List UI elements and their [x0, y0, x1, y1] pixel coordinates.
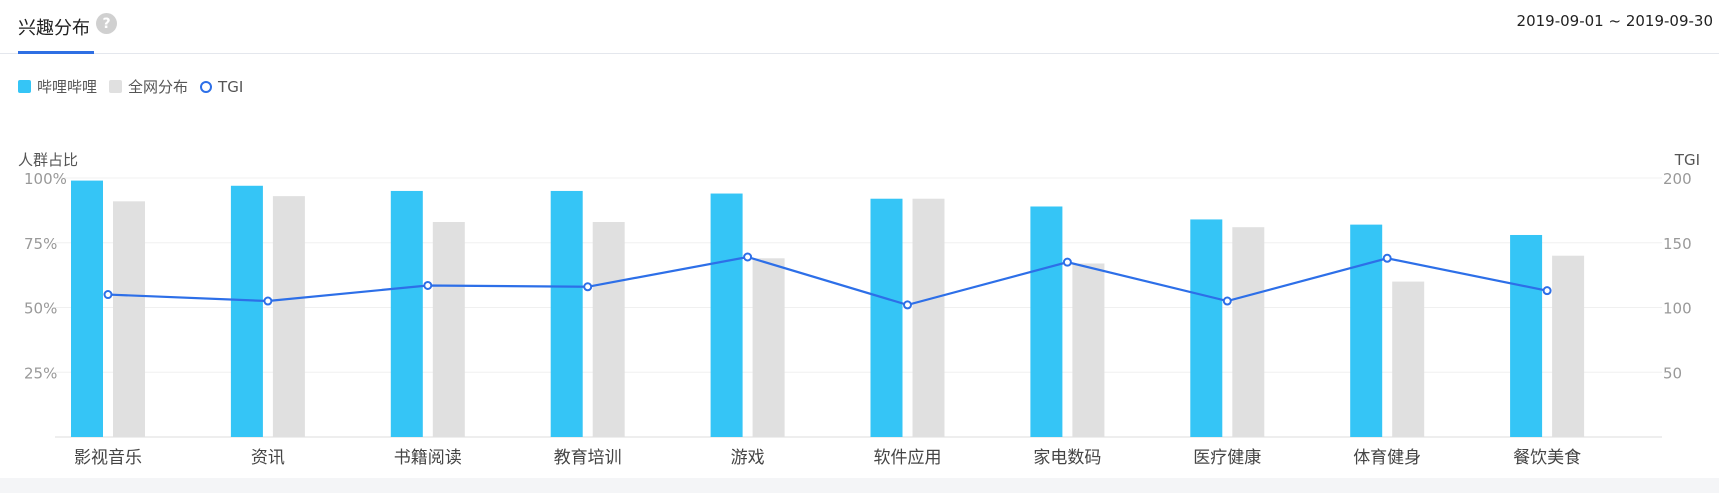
y-tick-right: 150: [1663, 235, 1692, 253]
bar-bilibili-2: [390, 190, 423, 437]
bar-bilibili-8: [1350, 224, 1383, 437]
legend-item-bilibili[interactable]: 哔哩哔哩: [18, 76, 97, 97]
tgi-point-3: [583, 282, 593, 292]
tgi-point-0: [103, 290, 113, 300]
tab-interest-distribution[interactable]: 兴趣分布 ?: [18, 0, 117, 53]
bar-all-5: [912, 198, 945, 437]
x-tick-label-2: 书籍阅读: [394, 448, 462, 468]
bar-all-0: [113, 201, 145, 437]
tgi-point-8: [1382, 253, 1392, 263]
bar-all-8: [1392, 281, 1425, 437]
legend-swatch-all: [109, 80, 123, 93]
tgi-point-7: [1222, 296, 1232, 306]
tgi-point-2: [423, 280, 433, 290]
question-mark-icon[interactable]: ?: [96, 13, 117, 34]
x-tick-label-6: 家电数码: [1033, 448, 1101, 468]
bar-all-1: [272, 196, 305, 437]
bar-bilibili-4: [710, 193, 743, 437]
legend-item-all[interactable]: 全网分布: [109, 76, 188, 97]
bar-bilibili-1: [230, 185, 263, 437]
chart-header: 兴趣分布 ? 2019-09-01 ~ 2019-09-30: [0, 0, 1719, 54]
y-tick-left: 100%: [24, 170, 67, 188]
bar-bilibili-3: [550, 190, 583, 437]
y-tick-right: 50: [1663, 364, 1682, 382]
tgi-line: [107, 255, 1548, 307]
legend-item-tgi[interactable]: TGI: [200, 78, 243, 96]
x-tick-label-3: 教育培训: [554, 448, 622, 468]
active-tab-underline: [18, 51, 94, 54]
tgi-point-9: [1542, 286, 1552, 296]
x-tick-label-7: 医疗健康: [1193, 448, 1261, 468]
legend-label-bilibili: 哔哩哔哩: [37, 78, 98, 96]
legend-label-all: 全网分布: [128, 78, 189, 96]
legend-swatch-bilibili: [18, 80, 31, 93]
bar-all-7: [1232, 227, 1265, 437]
footer-band: [0, 478, 1719, 493]
x-tick-label-1: 资讯: [251, 448, 285, 468]
bar-bilibili-9: [1510, 234, 1543, 437]
tgi-point-4: [743, 252, 753, 262]
x-tick-label-0: 影视音乐: [74, 448, 142, 468]
tgi-point-1: [263, 296, 273, 306]
x-tick-label-4: 游戏: [731, 448, 765, 468]
x-tick-label-9: 餐饮美食: [1513, 448, 1581, 468]
bar-bilibili-0: [71, 180, 103, 437]
bar-all-2: [432, 222, 465, 437]
y-tick-left: 75%: [24, 235, 57, 253]
y-axis-left-title: 人群占比: [18, 151, 78, 169]
bar-all-3: [592, 222, 625, 437]
y-tick-left: 25%: [24, 364, 57, 382]
bar-bilibili-6: [1030, 206, 1063, 437]
bar-all-4: [752, 258, 785, 437]
bar-all-9: [1552, 255, 1585, 437]
x-tick-label-5: 软件应用: [874, 448, 942, 468]
legend-label-tgi: TGI: [218, 77, 244, 96]
y-tick-right: 100: [1663, 300, 1692, 318]
y-axis-right-title: TGI: [1674, 151, 1700, 169]
interest-distribution-chart: 人群占比 TGI 25% 50% 75% 100% 50 100 150 200 影视音乐 资讯 书籍阅…: [18, 151, 1700, 468]
tgi-point-6: [1062, 257, 1072, 267]
bar-bilibili-7: [1190, 219, 1223, 437]
bar-all-6: [1072, 263, 1105, 437]
tgi-point-5: [903, 300, 912, 310]
bar-bilibili-5: [870, 198, 903, 437]
chart-legend: 哔哩哔哩 全网分布 TGI: [18, 76, 255, 97]
date-range[interactable]: 2019-09-01 ~ 2019-09-30: [1516, 12, 1713, 30]
x-tick-label-8: 体育健身: [1353, 448, 1421, 468]
y-tick-right: 200: [1663, 170, 1692, 188]
page-title: 兴趣分布: [18, 17, 90, 39]
legend-swatch-tgi: [200, 80, 213, 93]
y-tick-left: 50%: [24, 300, 57, 318]
